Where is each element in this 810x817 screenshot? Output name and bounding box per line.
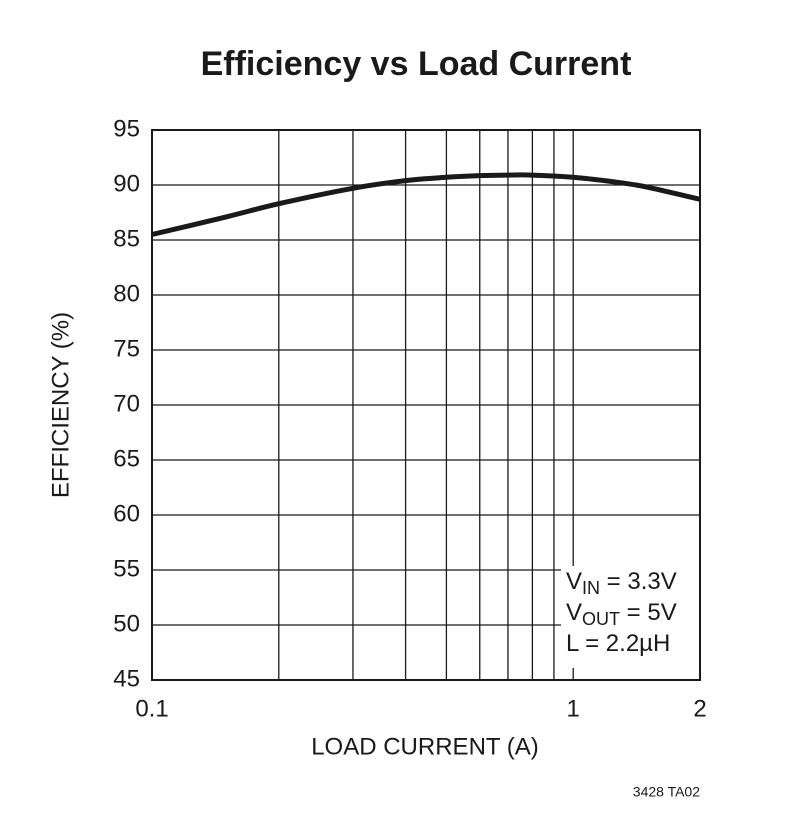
annotation-part: V <box>566 599 582 626</box>
data-line <box>151 172 701 237</box>
y-tick-label: 60 <box>113 500 140 527</box>
annotation: VOUT = 5V <box>566 599 677 628</box>
y-tick-label: 90 <box>113 170 140 197</box>
y-tick-label: 80 <box>113 280 140 307</box>
annotation-part: = 3.3V <box>600 568 677 595</box>
annotation-part: V <box>566 568 582 595</box>
annotation-bg <box>561 566 699 668</box>
annotation-part: L = 2.2µH <box>566 630 670 657</box>
annotation-part: OUT <box>582 609 620 629</box>
y-tick-label: 55 <box>113 555 140 582</box>
y-tick-label: 65 <box>113 445 140 472</box>
y-tick-label: 95 <box>113 115 140 142</box>
y-tick-label: 85 <box>113 225 140 252</box>
x-tick-label: 0.1 <box>135 695 168 722</box>
y-tick-label: 75 <box>113 335 140 362</box>
y-tick-label: 70 <box>113 390 140 417</box>
y-axis-label: EFFICIENCY (%) <box>47 312 74 498</box>
x-axis-label: LOAD CURRENT (A) <box>311 733 539 760</box>
chart-title: Efficiency vs Load Current <box>201 45 632 83</box>
annotation-part: IN <box>582 578 600 598</box>
plot-frame <box>151 129 701 681</box>
x-tick-label: 2 <box>693 695 706 722</box>
annotation: VIN = 3.3V <box>566 568 677 597</box>
annotation: L = 2.2µH <box>566 630 670 657</box>
y-tick-label: 50 <box>113 610 140 637</box>
footnote: 3428 TA02 <box>633 784 700 800</box>
x-tick-label: 1 <box>567 695 580 722</box>
annotation-part: = 5V <box>620 599 677 626</box>
y-tick-label: 45 <box>113 665 140 692</box>
